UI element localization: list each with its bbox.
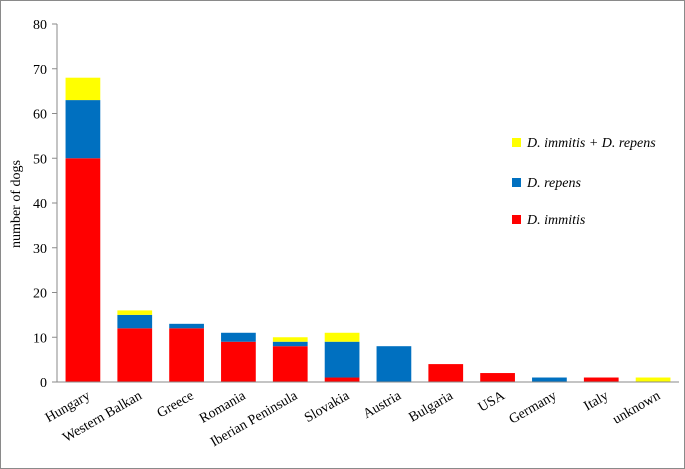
legend-swatch (512, 178, 521, 187)
y-tick-label: 50 (33, 152, 47, 167)
y-axis-label: number of dogs (9, 160, 24, 248)
legend-label: D. immitis (526, 213, 586, 228)
bar-segment (117, 314, 153, 329)
y-tick-label: 80 (33, 18, 47, 33)
y-tick-label: 10 (33, 331, 47, 346)
x-tick-label: USA (476, 388, 509, 415)
bar-segment (65, 77, 101, 101)
y-axis: 0 10 20 30 40 50 60 70 80 (33, 18, 58, 391)
legend-label: D. immitis + D. repens (526, 136, 656, 151)
y-tick-label: 0 (40, 376, 47, 391)
bar-segment (221, 332, 256, 342)
bar-segment (428, 364, 464, 382)
bar-segment (117, 328, 153, 382)
bars (65, 77, 671, 382)
y-tick-label: 70 (33, 63, 47, 78)
bar-segment (324, 332, 360, 342)
x-tick-label: Greece (155, 388, 197, 421)
bar-segment (480, 373, 515, 382)
legend: D. immitis + D. repens D. repens D. immiti… (512, 136, 656, 228)
x-tick-label: Italy (582, 388, 612, 414)
bar-segment (376, 346, 412, 382)
legend-swatch (512, 215, 521, 224)
bar-segment (532, 377, 567, 382)
bar-segment (635, 377, 671, 382)
bar-segment (65, 158, 101, 382)
x-tick-label: unknown (610, 388, 663, 427)
bar-segment (169, 328, 204, 382)
legend-label: D. repens (526, 176, 581, 191)
x-tick-label: Slovakia (302, 388, 353, 426)
bar-segment (272, 346, 308, 382)
x-tick-label: Iberian Peninsula (208, 388, 301, 450)
legend-swatch (512, 138, 521, 147)
x-tick-label: Austria (361, 388, 405, 422)
y-tick-label: 30 (33, 242, 47, 257)
x-tick-label: Bulgaria (406, 388, 456, 425)
y-tick-label: 20 (33, 287, 47, 302)
y-tick-label: 40 (33, 197, 47, 212)
x-tick-label: Germany (507, 388, 560, 427)
bar-segment (117, 310, 153, 315)
bar-segment (65, 100, 101, 159)
bar-segment (324, 341, 360, 378)
bar-segment (169, 323, 204, 329)
bar-segment (272, 341, 308, 347)
bar-segment (272, 337, 308, 342)
bar-segment (324, 377, 360, 382)
y-tick-label: 60 (33, 108, 47, 123)
bar-segment (221, 341, 256, 382)
bar-segment (583, 377, 619, 382)
